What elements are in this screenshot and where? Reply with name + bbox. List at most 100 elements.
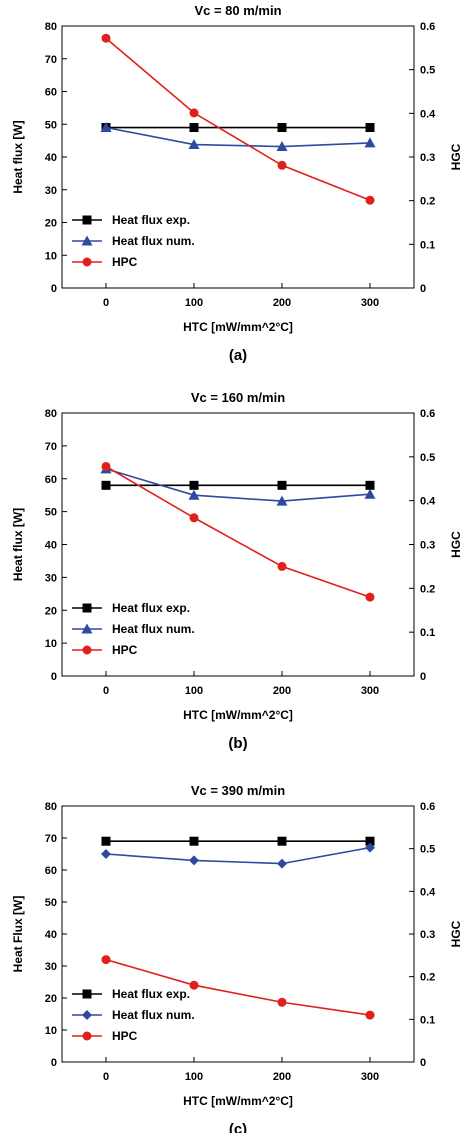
data-point bbox=[277, 480, 287, 490]
x-axis-label: HTC [mW/mm^2°C] bbox=[183, 320, 293, 334]
legend-swatch-marker bbox=[82, 645, 92, 655]
legend-entry: Heat flux exp. bbox=[112, 213, 190, 227]
panel-label: (c) bbox=[229, 1121, 247, 1133]
data-point bbox=[101, 480, 111, 490]
y-tick-label: 20 bbox=[45, 993, 57, 1005]
series-line bbox=[105, 468, 371, 502]
y2-axis-label: HGC bbox=[449, 920, 463, 947]
y-tick-label: 40 bbox=[45, 152, 57, 164]
data-point bbox=[364, 137, 376, 148]
y2-tick-label: 0.3 bbox=[420, 152, 435, 164]
y2-tick-label: 0.2 bbox=[420, 196, 435, 208]
y-tick-label: 60 bbox=[45, 865, 57, 877]
y-tick-label: 30 bbox=[45, 185, 57, 197]
x-axis-label: HTC [mW/mm^2°C] bbox=[183, 708, 293, 722]
y-tick-label: 0 bbox=[51, 671, 57, 683]
y-tick-label: 10 bbox=[45, 250, 57, 262]
data-point bbox=[189, 480, 199, 490]
data-point bbox=[189, 980, 199, 990]
y-tick-label: 50 bbox=[45, 507, 57, 519]
y2-tick-label: 0.5 bbox=[420, 65, 435, 77]
data-point bbox=[101, 461, 111, 471]
x-tick-label: 100 bbox=[185, 1071, 203, 1083]
data-point bbox=[101, 836, 111, 846]
legend-swatch-marker bbox=[82, 1010, 92, 1020]
y2-tick-label: 0.4 bbox=[420, 496, 436, 508]
data-point bbox=[188, 139, 200, 150]
series-1 bbox=[101, 123, 375, 133]
y2-tick-label: 0.6 bbox=[420, 801, 435, 813]
x-tick-label: 0 bbox=[103, 297, 109, 309]
data-point bbox=[277, 997, 287, 1007]
plot-frame bbox=[61, 412, 415, 677]
y2-tick-label: 0 bbox=[420, 671, 426, 683]
y-tick-label: 0 bbox=[51, 283, 57, 295]
data-point bbox=[365, 123, 375, 133]
series-1 bbox=[101, 836, 375, 846]
y2-tick-label: 0.4 bbox=[420, 886, 436, 898]
legend-entry: Heat flux num. bbox=[112, 1008, 195, 1022]
x-tick-label: 200 bbox=[273, 297, 291, 309]
chart-panel-3: Vc = 390 m/min 0 10 20 30 40 50 60 70 80 0 0.1 0.2 0.… bbox=[11, 783, 463, 1133]
y-tick-label: 70 bbox=[45, 54, 57, 66]
legend-entry: Heat flux exp. bbox=[112, 987, 190, 1001]
data-point bbox=[365, 592, 375, 602]
legend-entry: HPC bbox=[112, 255, 138, 269]
data-point bbox=[101, 849, 111, 859]
data-point bbox=[365, 1010, 375, 1020]
data-point bbox=[277, 836, 287, 846]
plot-frame bbox=[61, 805, 415, 1063]
y-tick-label: 80 bbox=[45, 801, 57, 813]
y-tick-label: 30 bbox=[45, 961, 57, 973]
y2-tick-label: 0.2 bbox=[420, 583, 435, 595]
data-point bbox=[189, 123, 199, 133]
y-tick-label: 20 bbox=[45, 605, 57, 617]
data-point bbox=[365, 836, 375, 846]
x-tick-label: 200 bbox=[273, 685, 291, 697]
legend: Heat flux exp. Heat flux num. HPC bbox=[72, 213, 195, 269]
data-point bbox=[277, 858, 287, 869]
y-axis-label: Heat flux [W] bbox=[11, 508, 25, 581]
legend-entry: Heat flux num. bbox=[112, 622, 195, 636]
x-tick-label: 200 bbox=[273, 1071, 291, 1083]
y-tick-label: 50 bbox=[45, 897, 57, 909]
y-tick-label: 0 bbox=[51, 1057, 57, 1069]
y-tick-label: 30 bbox=[45, 572, 57, 584]
legend: Heat flux exp. Heat flux num. HPC bbox=[72, 601, 195, 657]
y2-tick-label: 0.2 bbox=[420, 972, 435, 984]
series-2 bbox=[101, 842, 375, 869]
chart-title: Vc = 80 m/min bbox=[194, 3, 281, 18]
x-tick-label: 300 bbox=[361, 297, 379, 309]
x-axis-label: HTC [mW/mm^2°C] bbox=[183, 1094, 293, 1108]
data-point bbox=[277, 561, 287, 571]
legend-entry: HPC bbox=[112, 1029, 138, 1043]
legend-swatch-marker bbox=[82, 215, 92, 225]
y2-tick-label: 0.1 bbox=[420, 239, 435, 251]
series-line bbox=[105, 958, 371, 1016]
y2-tick-label: 0 bbox=[420, 1057, 426, 1069]
y-tick-label: 80 bbox=[45, 408, 57, 420]
legend-entry: Heat flux num. bbox=[112, 234, 195, 248]
y2-tick-label: 0.1 bbox=[420, 1014, 435, 1026]
data-point bbox=[189, 836, 199, 846]
series-line bbox=[105, 126, 371, 148]
y2-tick-label: 0.5 bbox=[420, 452, 435, 464]
data-point bbox=[189, 513, 199, 523]
x-tick-label: 100 bbox=[185, 685, 203, 697]
legend-swatch-marker bbox=[81, 235, 93, 246]
x-tick-label: 300 bbox=[361, 685, 379, 697]
y-tick-label: 20 bbox=[45, 218, 57, 230]
data-point bbox=[277, 123, 287, 133]
series-2 bbox=[100, 122, 376, 152]
x-tick-label: 300 bbox=[361, 1071, 379, 1083]
series-line bbox=[105, 846, 371, 865]
y-tick-label: 40 bbox=[45, 929, 57, 941]
plot-frame bbox=[61, 25, 415, 289]
legend: Heat flux exp. Heat flux num. HPC bbox=[72, 987, 195, 1043]
legend-swatch-marker bbox=[82, 989, 92, 999]
data-point bbox=[365, 195, 375, 205]
data-point bbox=[100, 122, 112, 133]
y-axis-label: Heat flux [W] bbox=[11, 120, 25, 193]
panel-label: (a) bbox=[229, 347, 247, 364]
legend-entry: HPC bbox=[112, 643, 138, 657]
